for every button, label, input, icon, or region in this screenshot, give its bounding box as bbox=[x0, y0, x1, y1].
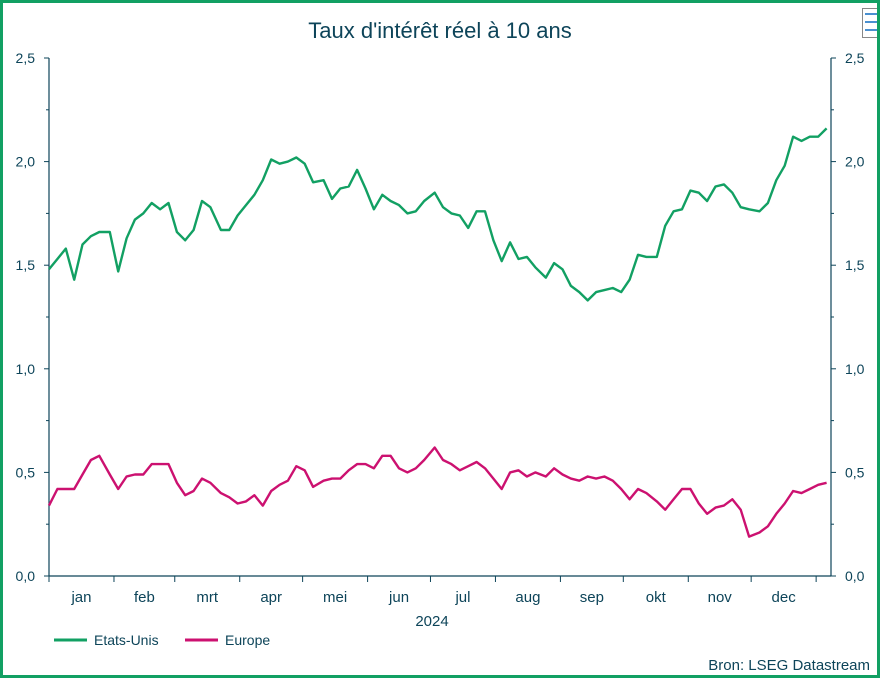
y-tick-label-right: 0,0 bbox=[845, 568, 865, 584]
series-line-europe bbox=[47, 446, 827, 538]
x-tick-label: jan bbox=[70, 589, 91, 606]
x-tick-label: nov bbox=[708, 589, 733, 606]
y-tick-label-left: 0,5 bbox=[16, 464, 36, 480]
source-note: Bron: LSEG Datastream bbox=[708, 657, 870, 674]
y-tick-label-left: 0,0 bbox=[16, 568, 36, 584]
legend-label-europe: Europe bbox=[225, 632, 270, 648]
x-tick-label: okt bbox=[646, 589, 667, 606]
menu-line-icon bbox=[865, 29, 877, 31]
y-tick-label-right: 0,5 bbox=[845, 464, 865, 480]
y-tick-label-right: 2,0 bbox=[845, 154, 865, 170]
y-tick-label-right: 1,0 bbox=[845, 361, 865, 377]
x-tick-label: feb bbox=[134, 589, 155, 606]
series-line-etats-unis bbox=[48, 127, 828, 302]
chart-title: Taux d'intérêt réel à 10 ans bbox=[308, 18, 571, 43]
y-tick-label-right: 2,5 bbox=[845, 50, 865, 66]
x-tick-label: apr bbox=[260, 589, 282, 606]
x-axis-label: 2024 bbox=[415, 613, 448, 630]
legend-label-etats-unis: Etats-Unis bbox=[94, 632, 159, 648]
x-tick-label: jun bbox=[388, 589, 409, 606]
y-tick-label-left: 1,0 bbox=[16, 361, 36, 377]
x-tick-label: mei bbox=[323, 589, 347, 606]
x-tick-label: sep bbox=[580, 589, 604, 606]
y-tick-label-right: 1,5 bbox=[845, 257, 865, 273]
y-tick-label-left: 2,0 bbox=[16, 154, 36, 170]
chart-menu-button[interactable] bbox=[862, 8, 877, 38]
x-tick-label: jul bbox=[454, 589, 470, 606]
menu-line-icon bbox=[865, 13, 877, 15]
legend: Etats-Unis Europe bbox=[54, 632, 270, 648]
x-tick-label: dec bbox=[772, 589, 797, 606]
menu-line-icon bbox=[865, 21, 877, 23]
y-tick-label-left: 2,5 bbox=[16, 50, 36, 66]
x-tick-label: mrt bbox=[196, 589, 218, 606]
x-tick-label: aug bbox=[515, 589, 540, 606]
y-tick-label-left: 1,5 bbox=[16, 257, 36, 273]
